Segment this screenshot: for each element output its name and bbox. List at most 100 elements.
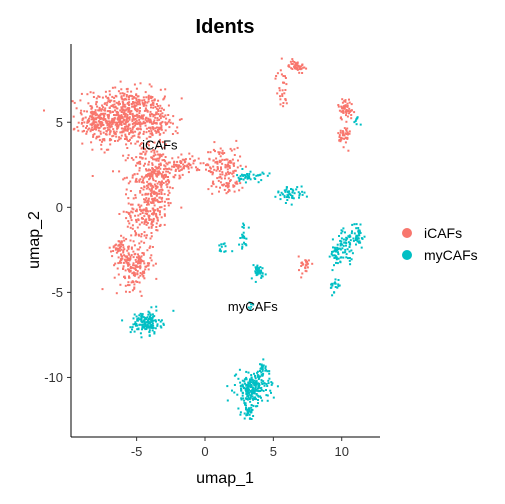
point bbox=[231, 158, 234, 161]
point bbox=[120, 106, 123, 109]
point bbox=[257, 402, 259, 405]
point bbox=[236, 146, 239, 149]
point bbox=[128, 110, 131, 113]
point bbox=[334, 281, 336, 284]
point bbox=[340, 256, 343, 259]
point bbox=[150, 195, 153, 198]
point bbox=[104, 102, 107, 105]
point bbox=[162, 115, 165, 118]
point bbox=[159, 164, 162, 167]
point bbox=[135, 260, 138, 263]
point bbox=[119, 258, 122, 261]
point bbox=[246, 390, 249, 392]
point bbox=[129, 113, 132, 115]
point bbox=[350, 109, 353, 112]
point bbox=[237, 159, 239, 162]
point bbox=[242, 178, 245, 181]
point bbox=[155, 111, 158, 114]
point bbox=[144, 118, 147, 121]
point bbox=[127, 182, 130, 185]
point bbox=[242, 226, 245, 229]
point bbox=[345, 239, 348, 241]
point bbox=[150, 225, 153, 228]
point bbox=[111, 95, 114, 98]
point bbox=[127, 247, 130, 250]
point bbox=[305, 270, 308, 273]
point bbox=[135, 208, 138, 211]
point bbox=[244, 165, 247, 168]
point bbox=[112, 245, 115, 248]
point bbox=[145, 236, 148, 239]
point bbox=[332, 250, 335, 253]
point bbox=[143, 241, 146, 244]
point bbox=[346, 248, 349, 251]
point bbox=[293, 61, 296, 63]
point bbox=[98, 139, 101, 142]
point bbox=[248, 175, 251, 178]
point bbox=[331, 284, 334, 287]
point bbox=[331, 254, 334, 257]
point bbox=[337, 132, 340, 135]
point bbox=[150, 173, 153, 176]
x-tick-label: 10 bbox=[334, 444, 348, 459]
point bbox=[342, 256, 345, 259]
point bbox=[355, 236, 358, 239]
point bbox=[145, 265, 148, 268]
point bbox=[243, 386, 246, 389]
series-icafs bbox=[43, 57, 356, 297]
point bbox=[225, 172, 228, 175]
point bbox=[158, 107, 161, 110]
point bbox=[153, 122, 156, 125]
point bbox=[137, 98, 140, 101]
point bbox=[89, 115, 92, 118]
point bbox=[159, 117, 162, 120]
point bbox=[348, 107, 351, 110]
point bbox=[142, 130, 145, 133]
point bbox=[134, 323, 136, 325]
point bbox=[260, 179, 263, 182]
point bbox=[169, 202, 172, 205]
point bbox=[223, 242, 226, 245]
point bbox=[119, 92, 122, 95]
point bbox=[157, 159, 160, 162]
point bbox=[284, 75, 286, 78]
point bbox=[104, 109, 106, 112]
point bbox=[92, 91, 95, 94]
cluster-label-icafs: iCAFs bbox=[142, 137, 178, 152]
point bbox=[357, 234, 360, 237]
point bbox=[140, 240, 143, 243]
point bbox=[130, 254, 133, 257]
point bbox=[266, 385, 269, 387]
point bbox=[146, 210, 149, 213]
point bbox=[132, 105, 135, 108]
point bbox=[126, 107, 129, 110]
point bbox=[256, 370, 259, 373]
point bbox=[159, 104, 162, 107]
point bbox=[301, 72, 304, 74]
point bbox=[344, 248, 347, 251]
point bbox=[250, 374, 253, 376]
point bbox=[163, 193, 166, 196]
point bbox=[141, 326, 144, 329]
point bbox=[109, 130, 112, 133]
point bbox=[143, 147, 146, 150]
point bbox=[150, 259, 153, 262]
point bbox=[128, 263, 131, 266]
point bbox=[146, 203, 148, 206]
point bbox=[135, 233, 138, 236]
point bbox=[350, 232, 353, 235]
point bbox=[146, 319, 149, 322]
point bbox=[297, 64, 300, 67]
point bbox=[130, 157, 133, 160]
point bbox=[134, 180, 137, 183]
point bbox=[147, 174, 150, 177]
point bbox=[120, 253, 122, 256]
point bbox=[126, 129, 129, 132]
point bbox=[214, 161, 217, 164]
point bbox=[156, 126, 158, 129]
point bbox=[152, 186, 155, 189]
point bbox=[117, 118, 120, 121]
point bbox=[284, 99, 287, 102]
point bbox=[251, 408, 254, 411]
point bbox=[224, 250, 227, 253]
